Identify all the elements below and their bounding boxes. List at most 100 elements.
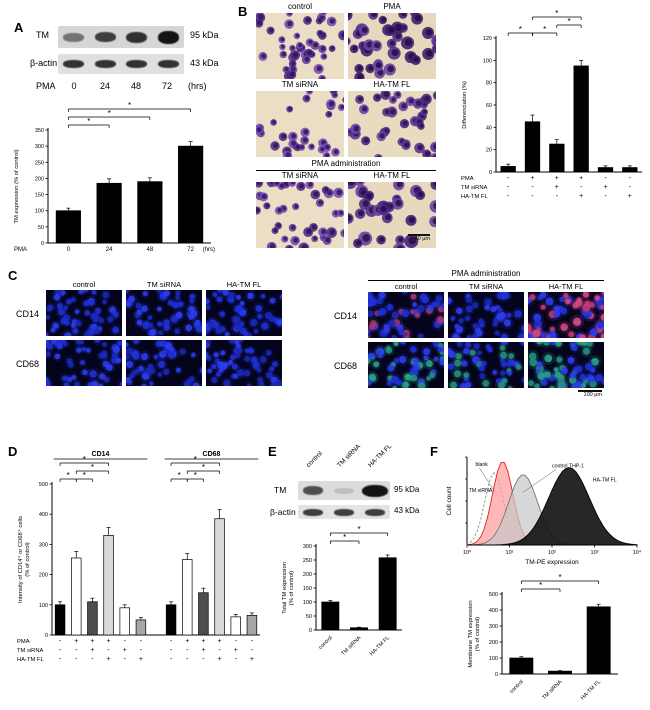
svg-text:*: * [83,455,86,464]
svg-text:CD14: CD14 [92,451,110,458]
svg-text:60: 60 [486,103,492,109]
svg-text:-: - [556,193,559,200]
if-left-cd68-ha-tm-fl [206,340,282,386]
svg-text:-: - [531,193,534,200]
svg-text:0: 0 [489,170,492,176]
panel-a-label: A [14,20,24,35]
svg-text:*: * [519,25,522,34]
svg-text:-: - [507,175,510,182]
svg-text:10²: 10² [548,550,556,556]
svg-text:100: 100 [35,209,44,215]
svg-text:-: - [59,638,62,645]
if-left-cd14-ha-tm-fl [206,290,282,336]
panel-f-label: F [430,444,438,459]
if-left-cd68-tm-sirna [126,340,202,386]
svg-text:-: - [59,656,62,663]
svg-text:+: + [603,184,607,191]
micrograph-pma-ha-tm-fl [348,182,436,248]
panel-c-label: C [8,268,18,283]
svg-text:*: * [567,17,570,26]
if-right-title: PMA administration [368,269,604,281]
tm-western-blot [298,481,390,500]
hrs-unit-label: (hrs) [188,81,207,91]
svg-text:+: + [201,647,205,654]
svg-text:+: + [530,175,534,182]
svg-text:control THP-1: control THP-1 [552,464,584,470]
svg-text:-: - [507,193,510,200]
svg-text:500: 500 [39,482,48,488]
svg-text:TM siRNA: TM siRNA [461,185,488,191]
svg-text:350: 350 [35,128,44,134]
actin-size-label: 43 kDa [394,506,420,515]
svg-text:200: 200 [489,640,498,646]
svg-text:-: - [218,647,221,654]
svg-text:10¹: 10¹ [506,550,514,556]
svg-text:HA-TM FL: HA-TM FL [17,657,45,663]
svg-text:CD68: CD68 [203,451,221,458]
blot-header-tm-sirna: TM siRNA [336,443,362,469]
svg-text:100: 100 [489,656,498,662]
svg-text:-: - [580,184,583,191]
svg-text:+: + [218,638,222,645]
cd14-cd68-intensity-bar-chart: 0 100 200 300 400 500 Intensity of CD14⁺ or CD… [17,451,260,663]
svg-text:40: 40 [486,125,492,131]
svg-text:*: * [194,455,197,464]
blot-header-ha-tm-fl: HA-TM FL [367,442,394,469]
svg-text:*: * [357,525,360,534]
svg-text:-: - [251,647,254,654]
svg-text:*: * [91,463,94,472]
svg-text:300: 300 [303,544,312,550]
svg-text:HA-TM FL: HA-TM FL [580,679,602,701]
svg-text:HA-TM FL: HA-TM FL [461,194,489,200]
svg-text:0: 0 [45,633,48,639]
svg-text:-: - [531,184,534,191]
svg-text:*: * [194,471,197,480]
svg-text:*: * [83,471,86,480]
timepoint-0: 0 [71,81,77,91]
micrograph-control [256,13,344,79]
svg-text:+: + [90,647,94,654]
if-right-header-ha-tm-fl: HA-TM FL [548,282,584,291]
svg-text:150: 150 [303,586,312,592]
svg-text:10³: 10³ [591,550,599,556]
svg-text:-: - [59,647,62,654]
svg-text:*: * [178,471,181,480]
svg-text:+: + [201,638,205,645]
svg-text:+: + [107,656,111,663]
micrograph-pma-tm-sirna [256,182,344,248]
svg-text:100: 100 [483,58,492,64]
blot-actin-row-label: β-actin [270,507,296,517]
svg-text:150: 150 [35,193,44,199]
svg-text:PMA: PMA [17,639,30,645]
svg-text:300: 300 [489,624,498,630]
svg-text:Total TM expression: Total TM expression [282,562,288,614]
svg-text:*: * [543,25,546,34]
svg-text:-: - [629,184,632,191]
svg-text:+: + [123,647,127,654]
blot-tm-row-label: TM [274,485,287,495]
svg-text:-: - [140,647,143,654]
svg-text:TM siRNA: TM siRNA [469,488,493,494]
svg-text:+: + [218,656,222,663]
svg-text:-: - [124,638,127,645]
svg-text:-: - [140,638,143,645]
scale-bar-label: 40 µm [414,236,430,242]
svg-text:-: - [75,647,78,654]
differentiation-bar-chart: 0 20 40 60 80 100 120 Differenciation (%) * * * * PM… [461,9,642,200]
micrograph-tm-sirna [256,91,344,157]
svg-text:-: - [124,656,127,663]
membrane-tm-expression-bar-chart: 0 100 200 300 400 500 Membrane TM expression (%… [468,573,618,701]
if-left-header-tm-sirna: TM siRNA [146,280,182,289]
svg-text:80: 80 [486,81,492,87]
svg-text:TM siRNA: TM siRNA [340,635,362,657]
svg-text:control: control [318,635,334,651]
svg-text:(hrs): (hrs) [203,247,215,253]
svg-text:-: - [186,656,189,663]
svg-text:400: 400 [39,512,48,518]
timepoint-48: 48 [130,81,141,91]
svg-text:500: 500 [489,592,498,598]
if-right-cd14-ha-tm-fl [528,292,604,338]
svg-text:-: - [170,656,173,663]
svg-text:+: + [628,193,632,200]
svg-text:0: 0 [309,628,312,634]
